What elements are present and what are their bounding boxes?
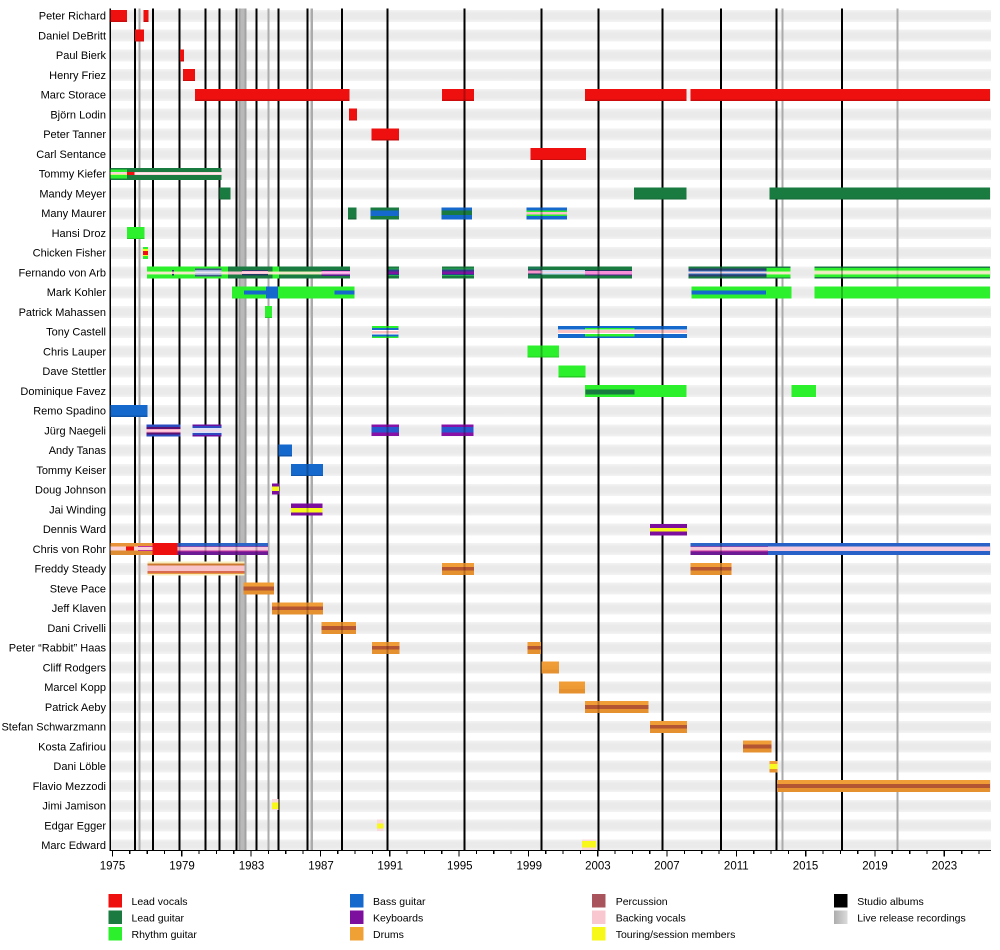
svg-text:Dominique Favez: Dominique Favez (20, 386, 106, 398)
svg-text:Kosta Zafiriou: Kosta Zafiriou (38, 741, 106, 753)
svg-text:Live release recordings: Live release recordings (857, 913, 966, 925)
svg-text:Chris Lauper: Chris Lauper (43, 346, 106, 358)
svg-text:Chicken Fisher: Chicken Fisher (33, 248, 107, 260)
svg-text:1999: 1999 (517, 861, 543, 873)
svg-text:Daniel DeBritt: Daniel DeBritt (38, 30, 106, 42)
svg-text:Flavio Mezzodi: Flavio Mezzodi (33, 781, 106, 793)
svg-text:Patrick Mahassen: Patrick Mahassen (19, 307, 106, 319)
svg-text:Peter “Rabbit” Haas: Peter “Rabbit” Haas (9, 643, 107, 655)
svg-text:Paul Bierk: Paul Bierk (56, 50, 107, 62)
svg-text:Dave Stettler: Dave Stettler (42, 366, 106, 378)
svg-text:2007: 2007 (654, 861, 680, 873)
svg-text:Stefan Schwarzmann: Stefan Schwarzmann (1, 722, 106, 734)
svg-text:Remo Spadino: Remo Spadino (33, 406, 106, 418)
svg-text:Carl Sentance: Carl Sentance (36, 149, 106, 161)
svg-text:Freddy Steady: Freddy Steady (34, 564, 106, 576)
svg-text:2019: 2019 (862, 861, 888, 873)
svg-text:Rhythm guitar: Rhythm guitar (132, 929, 198, 941)
svg-text:Chris von Rohr: Chris von Rohr (33, 544, 107, 556)
svg-text:Björn Lodin: Björn Lodin (50, 110, 106, 122)
svg-text:Touring/session members: Touring/session members (616, 929, 736, 941)
svg-text:Peter Tanner: Peter Tanner (43, 129, 106, 141)
svg-text:2015: 2015 (793, 861, 819, 873)
svg-text:Dani Crivelli: Dani Crivelli (47, 623, 106, 635)
svg-text:Andy Tanas: Andy Tanas (49, 445, 107, 457)
svg-text:Backing vocals: Backing vocals (616, 913, 686, 925)
svg-text:1995: 1995 (447, 861, 473, 873)
svg-text:2023: 2023 (932, 861, 958, 873)
svg-text:Mandy Meyer: Mandy Meyer (39, 189, 106, 201)
svg-text:Jimi Jamison: Jimi Jamison (42, 801, 106, 813)
svg-text:Cliff Rodgers: Cliff Rodgers (43, 662, 107, 674)
svg-text:Marc Storace: Marc Storace (41, 90, 106, 102)
svg-text:2003: 2003 (585, 861, 611, 873)
svg-text:1991: 1991 (377, 861, 403, 873)
svg-text:Doug Johnson: Doug Johnson (35, 485, 106, 497)
svg-text:Peter Richard: Peter Richard (39, 11, 106, 23)
svg-text:Percussion: Percussion (616, 896, 668, 908)
svg-text:Edgar Egger: Edgar Egger (44, 820, 106, 832)
svg-text:Drums: Drums (373, 929, 404, 941)
svg-text:1983: 1983 (239, 861, 265, 873)
svg-text:Fernando von Arb: Fernando von Arb (19, 267, 106, 279)
svg-text:2011: 2011 (724, 861, 749, 873)
svg-text:Dani Löble: Dani Löble (53, 761, 106, 773)
svg-text:Hansi Droz: Hansi Droz (52, 228, 106, 240)
svg-text:Dennis Ward: Dennis Ward (43, 524, 106, 536)
svg-text:Jeff Klaven: Jeff Klaven (52, 603, 106, 615)
svg-text:Steve Pace: Steve Pace (50, 583, 106, 595)
svg-text:Jürg Naegeli: Jürg Naegeli (44, 425, 106, 437)
svg-text:Henry Friez: Henry Friez (49, 70, 106, 82)
svg-text:Patrick Aeby: Patrick Aeby (45, 702, 107, 714)
svg-text:Keyboards: Keyboards (373, 913, 423, 925)
svg-text:1975: 1975 (100, 861, 126, 873)
svg-text:Marcel Kopp: Marcel Kopp (44, 682, 106, 694)
svg-text:Many Maurer: Many Maurer (41, 208, 106, 220)
svg-text:Studio albums: Studio albums (857, 896, 924, 908)
svg-text:Tony Castell: Tony Castell (46, 327, 106, 339)
svg-text:1987: 1987 (308, 861, 334, 873)
svg-text:Jai Winding: Jai Winding (49, 505, 106, 517)
svg-text:Tommy Keiser: Tommy Keiser (36, 465, 106, 477)
svg-text:Lead vocals: Lead vocals (132, 896, 188, 908)
svg-text:Mark Kohler: Mark Kohler (47, 287, 107, 299)
svg-text:Lead guitar: Lead guitar (132, 913, 185, 925)
svg-text:1979: 1979 (169, 861, 195, 873)
svg-text:Bass guitar: Bass guitar (373, 896, 426, 908)
svg-text:Tommy Kiefer: Tommy Kiefer (39, 169, 107, 181)
svg-text:Marc Edward: Marc Edward (41, 840, 106, 852)
